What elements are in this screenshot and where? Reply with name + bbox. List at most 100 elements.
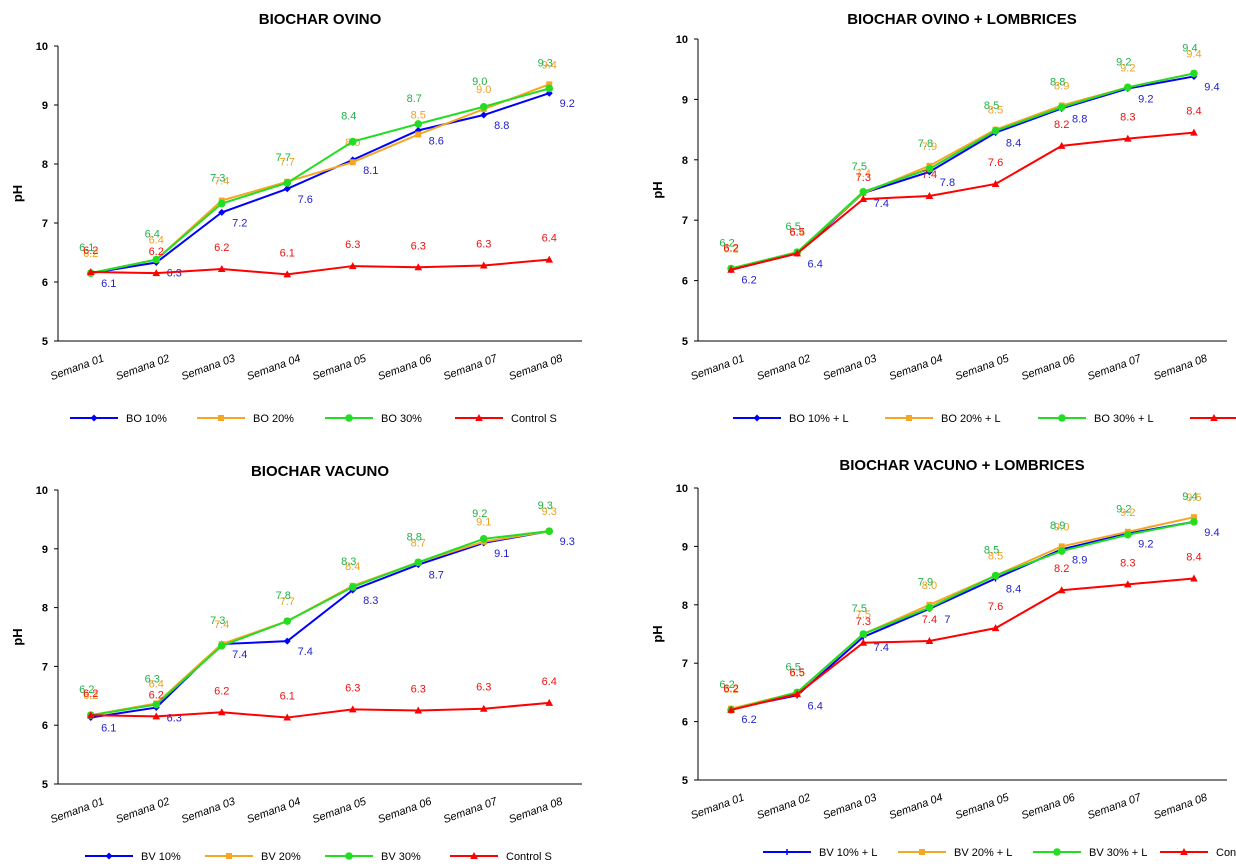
data-label: 9.2 — [560, 98, 575, 110]
x-tick-label: Semana 07 — [442, 352, 500, 383]
data-point — [349, 138, 357, 146]
data-label: 6.4 — [808, 700, 823, 712]
data-point — [480, 103, 488, 111]
data-point — [218, 642, 226, 650]
data-point — [992, 127, 1000, 135]
legend-label: BO 20% — [253, 413, 294, 425]
x-tick-label: Semana 02 — [114, 353, 171, 384]
data-label: 7.4 — [922, 169, 937, 181]
x-tick-label: Semana 03 — [821, 791, 879, 822]
data-point — [926, 604, 934, 612]
y-tick-label: 9 — [42, 544, 48, 556]
data-label: 8.2 — [1054, 563, 1069, 575]
y-tick-label: 6 — [42, 277, 48, 289]
data-point — [545, 527, 553, 535]
legend-marker — [1058, 414, 1066, 422]
x-tick-label: Semana 01 — [49, 796, 106, 827]
x-tick-label: Semana 07 — [1086, 791, 1144, 822]
data-label: 9.1 — [494, 548, 509, 560]
data-label: 8.3 — [363, 595, 378, 607]
x-tick-label: Semana 04 — [245, 796, 302, 827]
legend-label: BO 10% — [126, 413, 167, 425]
data-label: 8.2 — [1054, 119, 1069, 131]
data-label: 7.4 — [874, 198, 889, 210]
data-label: 6.2 — [741, 714, 756, 726]
x-tick-label: Semana 05 — [311, 352, 369, 383]
legend-marker — [754, 415, 761, 422]
y-tick-label: 7 — [682, 215, 688, 227]
data-label: 7.3 — [856, 172, 871, 184]
y-tick-label: 6 — [42, 720, 48, 732]
y-axis-label: pH — [10, 628, 25, 645]
data-label: 6.2 — [149, 689, 164, 701]
data-label: 8.8 — [1072, 113, 1087, 125]
series-line-2 — [731, 517, 1194, 709]
y-tick-label: 8 — [682, 600, 688, 612]
data-label: 7.3 — [210, 173, 225, 185]
x-tick-label: Semana 02 — [755, 353, 812, 384]
data-label: 7.8 — [940, 177, 955, 189]
data-point — [218, 200, 226, 208]
data-label: 9.4 — [1182, 42, 1197, 54]
data-label: 6.1 — [101, 278, 116, 290]
data-label: 7.9 — [918, 577, 933, 589]
data-label: 6.3 — [476, 238, 491, 250]
data-label: 6.4 — [542, 676, 557, 688]
x-tick-label: Semana 02 — [114, 796, 171, 827]
data-point — [480, 112, 487, 119]
y-tick-label: 10 — [676, 483, 688, 495]
data-label: 9.2 — [1116, 56, 1131, 68]
data-label: 6.2 — [83, 688, 98, 700]
y-tick-label: 7 — [42, 218, 48, 230]
chart-title: BIOCHAR OVINO — [259, 11, 382, 28]
x-tick-label: Semana 04 — [887, 353, 944, 384]
data-label: 6.4 — [145, 229, 160, 241]
x-tick-label: Semana 06 — [1020, 352, 1078, 383]
chart-title: BIOCHAR VACUNO + LOMBRICES — [839, 457, 1084, 474]
legend-marker — [906, 415, 912, 421]
legend-label: Control S — [511, 413, 557, 425]
data-label: 7.6 — [988, 601, 1003, 613]
data-point — [1190, 518, 1198, 526]
data-point — [283, 179, 291, 187]
legend-marker — [345, 852, 353, 860]
data-label: 6.3 — [167, 268, 182, 280]
data-label: 7.8 — [918, 138, 933, 150]
data-label: 6.1 — [280, 247, 295, 259]
data-label: 6.1 — [280, 691, 295, 703]
data-point — [860, 630, 868, 638]
x-tick-label: Semana 01 — [689, 792, 746, 823]
y-tick-label: 5 — [42, 779, 48, 791]
legend-label: BV 30% + L — [1089, 847, 1147, 859]
chart-title: BIOCHAR VACUNO — [251, 463, 389, 480]
legend-marker — [345, 414, 353, 422]
legend-marker — [218, 415, 224, 421]
data-label: 8.8 — [407, 531, 422, 543]
legend-label: Control S — [506, 851, 552, 863]
y-tick-label: 8 — [682, 155, 688, 167]
data-label: 8.5 — [984, 545, 999, 557]
x-tick-label: Semana 01 — [689, 353, 746, 384]
data-label: 7.5 — [852, 161, 867, 173]
data-label: 7.4 — [874, 642, 889, 654]
data-label: 8.8 — [1050, 76, 1065, 88]
series-line-4 — [91, 260, 550, 275]
data-label: 7.8 — [276, 590, 291, 602]
y-tick-label: 5 — [42, 336, 48, 348]
chart-2: BIOCHAR OVINO + LOMBRICES5678910pHSemana… — [650, 11, 1236, 425]
chart-title: BIOCHAR OVINO + LOMBRICES — [847, 11, 1077, 28]
y-tick-label: 9 — [682, 94, 688, 106]
x-tick-label: Semana 08 — [1152, 791, 1210, 822]
legend-label: BV 10% + L — [819, 847, 877, 859]
x-tick-label: Semana 06 — [376, 795, 434, 826]
data-label: 8.3 — [341, 556, 356, 568]
x-tick-label: Semana 08 — [507, 352, 565, 383]
data-point — [415, 132, 421, 138]
data-label: 7.6 — [298, 194, 313, 206]
data-point — [992, 572, 1000, 580]
x-tick-label: Semana 05 — [954, 791, 1012, 822]
data-label: 6.2 — [214, 685, 229, 697]
data-label: 9.4 — [1204, 81, 1219, 93]
x-tick-label: Semana 02 — [755, 792, 812, 823]
data-label: 7.3 — [210, 615, 225, 627]
